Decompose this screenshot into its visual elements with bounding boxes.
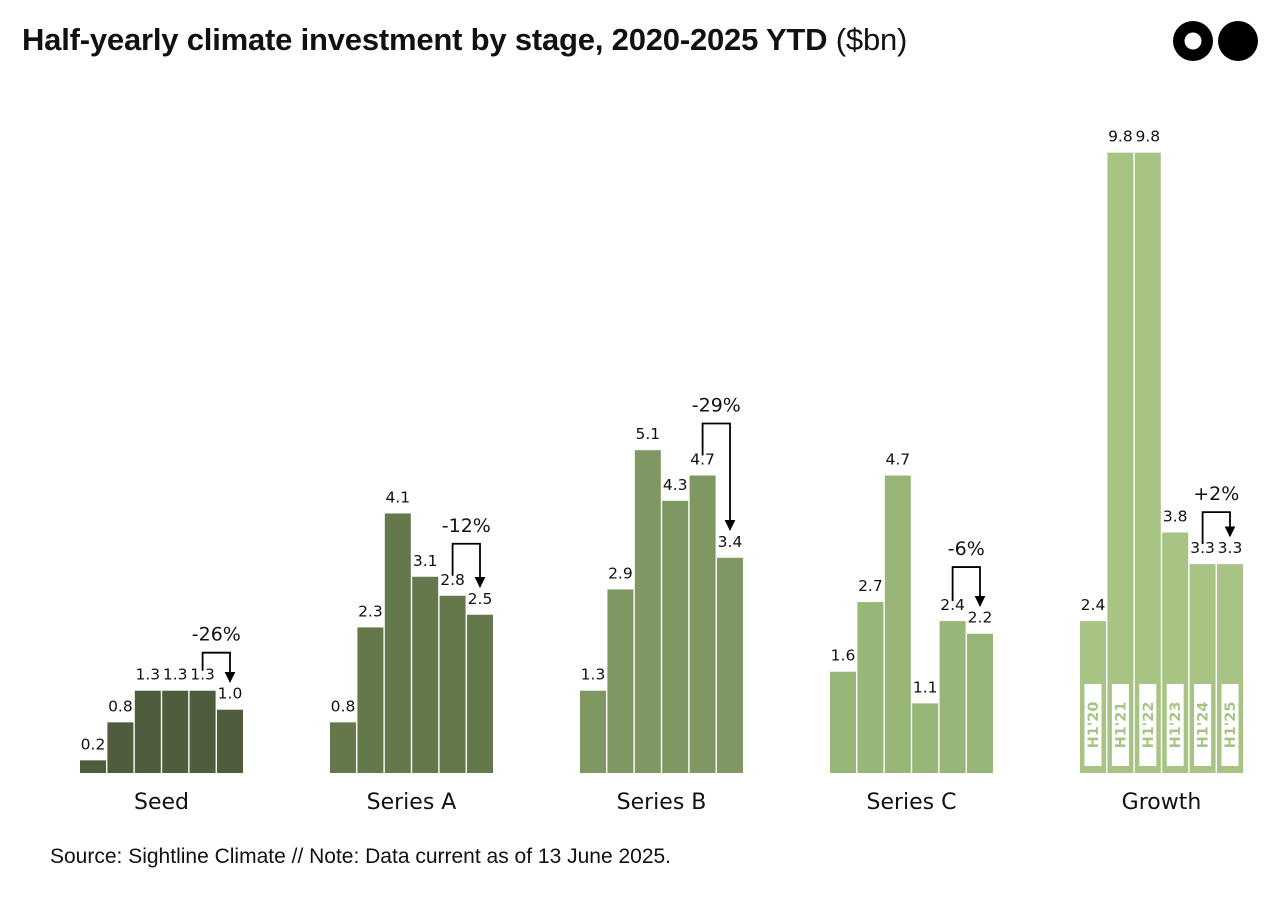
bar-group-growth: 2.4 H1'20 9.8 H1'21 9.8 H1'22 3.8 H1'23 3.3 H1'24…	[1080, 128, 1243, 815]
period-label-box	[1084, 684, 1102, 766]
period-label: H1'20	[1086, 702, 1102, 749]
data-label: 3.3	[1190, 539, 1215, 557]
data-label: 1.0	[218, 685, 243, 703]
bar	[217, 709, 243, 773]
data-label: 2.2	[968, 609, 993, 627]
data-label: 1.1	[913, 678, 938, 696]
bar	[412, 576, 439, 773]
source-note: Source: Sightline Climate // Note: Data …	[50, 845, 672, 868]
period-label: H1'25	[1223, 702, 1239, 749]
change-label: -6%	[948, 538, 985, 560]
data-label: 0.8	[331, 697, 356, 715]
period-label: H1'24	[1196, 702, 1212, 749]
data-label: 3.3	[1218, 539, 1243, 557]
bar	[967, 633, 993, 773]
data-label: 1.3	[581, 666, 606, 684]
data-label: 4.1	[385, 488, 410, 506]
bar	[330, 722, 356, 773]
period-label: H1'23	[1168, 702, 1184, 749]
category-label: Series A	[367, 790, 457, 815]
bar	[857, 602, 884, 773]
bar	[80, 760, 106, 773]
data-label: 1.6	[831, 647, 856, 665]
period-label-box	[1166, 684, 1184, 766]
chart-title: Half-yearly climate investment by stage,…	[22, 22, 907, 58]
bar	[884, 475, 911, 773]
data-label: 2.9	[608, 564, 633, 582]
period-label-box	[1139, 684, 1157, 766]
data-label: 1.3	[135, 666, 160, 684]
change-arrow	[1201, 511, 1236, 545]
data-label: 5.1	[635, 425, 660, 443]
change-label: -29%	[692, 394, 741, 416]
data-label: 2.8	[440, 571, 465, 589]
bar	[912, 703, 939, 773]
data-label: 1.3	[190, 666, 215, 684]
bar	[107, 722, 134, 773]
period-label-box	[1221, 684, 1239, 766]
bar	[634, 450, 661, 773]
data-label: 2.5	[468, 590, 493, 608]
change-label: -12%	[442, 515, 491, 537]
bar	[580, 690, 606, 773]
data-label: 4.3	[663, 476, 688, 494]
data-label: 2.4	[1081, 596, 1106, 614]
change-arrow	[701, 422, 736, 531]
category-label: Growth	[1122, 790, 1202, 815]
data-label: 2.3	[358, 602, 383, 620]
data-label: 9.8	[1108, 128, 1133, 146]
bar	[439, 595, 466, 773]
bar	[162, 690, 189, 773]
data-label: 1.3	[163, 666, 188, 684]
data-label: 0.2	[81, 735, 106, 753]
bar	[717, 557, 743, 773]
data-label: 4.7	[885, 450, 910, 468]
change-arrow	[451, 542, 486, 588]
data-label: 0.8	[108, 697, 133, 715]
change-arrow	[201, 651, 236, 683]
category-label: Series C	[866, 790, 956, 815]
bar	[939, 621, 966, 773]
data-label: 2.7	[858, 577, 883, 595]
period-label-box	[1111, 684, 1129, 766]
category-label: Series B	[617, 790, 707, 815]
data-label: 9.8	[1135, 128, 1160, 146]
change-arrow	[951, 566, 986, 607]
period-label-box	[1194, 684, 1212, 766]
bar	[357, 627, 384, 773]
change-label: -26%	[192, 624, 241, 646]
bar	[689, 475, 716, 773]
chart-title-unit: ($bn)	[835, 22, 908, 57]
data-label: 3.8	[1163, 507, 1188, 525]
bar	[1107, 152, 1134, 773]
data-label: 3.4	[718, 533, 743, 551]
bar-group-series-a: 0.8 2.3 4.1 3.12.82.5 Series A -12%	[330, 488, 493, 815]
change-label: +2%	[1193, 483, 1239, 505]
bar	[607, 589, 634, 773]
bar	[189, 690, 216, 773]
bar	[384, 513, 411, 773]
bar	[1134, 152, 1161, 773]
bar-group-series-c: 1.6 2.7 4.7 1.1 2.42.2 Series C -6%	[830, 450, 993, 815]
category-label: Seed	[134, 790, 189, 815]
period-label: H1'22	[1141, 702, 1157, 749]
chart-title-text: Half-yearly climate investment by stage,…	[22, 22, 828, 57]
bar	[467, 614, 493, 773]
data-label: 3.1	[413, 552, 438, 570]
data-label: 4.7	[690, 450, 715, 468]
data-label: 2.4	[940, 596, 965, 614]
bar-group-series-b: 1.3 2.9 5.1 4.34.7 3.4 Series B -29%	[580, 394, 743, 815]
bar	[830, 671, 856, 773]
bar	[134, 690, 161, 773]
period-label: H1'21	[1113, 702, 1129, 749]
bar	[662, 500, 689, 773]
brand-logo-icon	[1173, 21, 1258, 61]
